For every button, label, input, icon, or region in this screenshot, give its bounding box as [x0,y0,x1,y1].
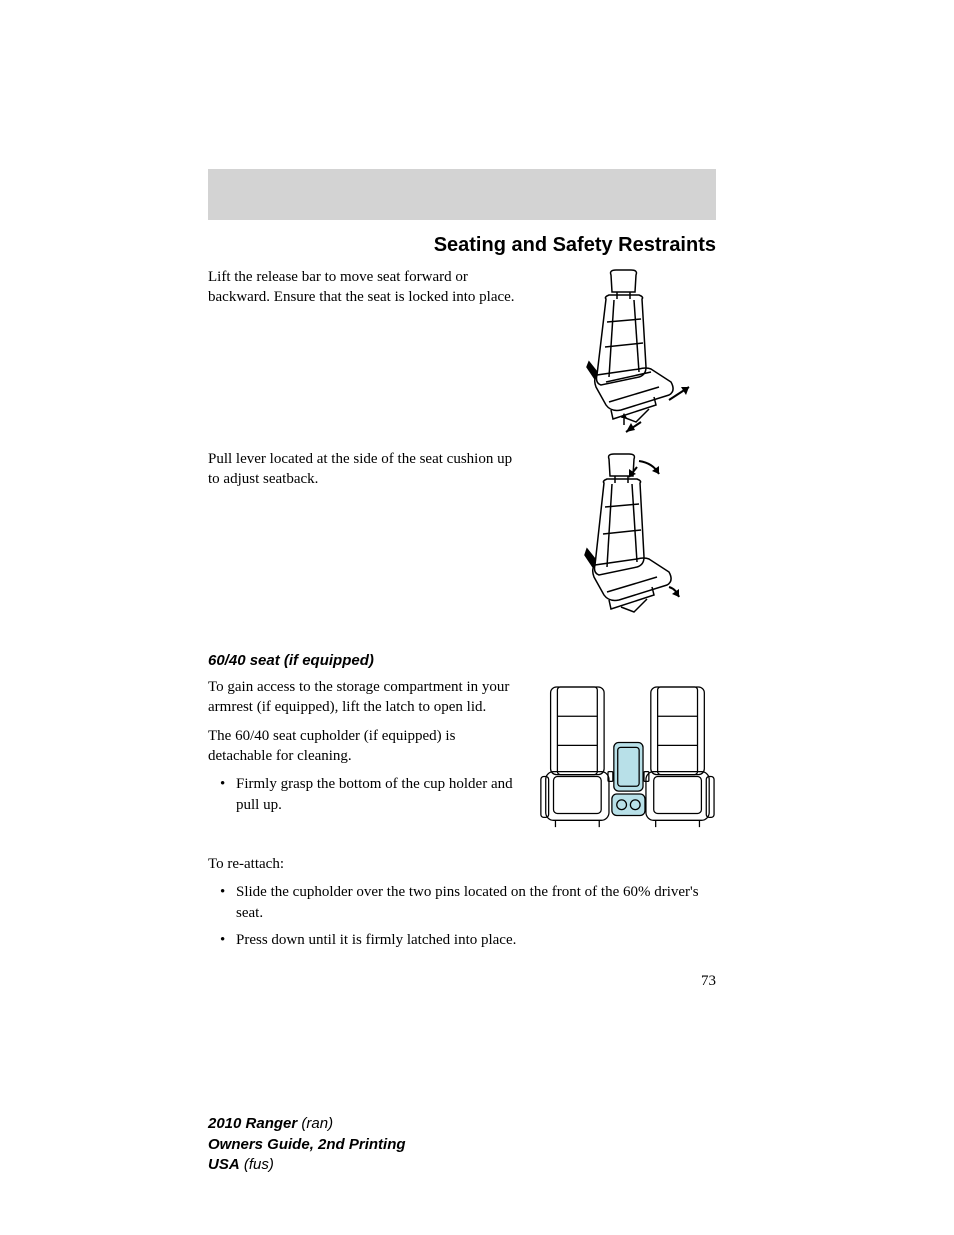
bullet-list-2: Slide the cupholder over the two pins lo… [208,882,716,951]
para-cupholder: The 60/40 seat cupholder (if equipped) i… [208,726,516,767]
bullet-slide: Slide the cupholder over the two pins lo… [208,882,716,924]
bullet-press: Press down until it is firmly latched in… [208,930,716,951]
6040-seat-cupholder-icon [536,677,716,842]
seat-forward-back-icon [551,267,701,437]
seat-recline-icon [551,449,701,634]
diagram-6040-seat [536,677,716,842]
instruction-text-1: Lift the release bar to move seat forwar… [208,267,516,437]
footer-guide: Owners Guide, 2nd Printing [208,1135,406,1155]
footer: 2010 Ranger (ran) Owners Guide, 2nd Prin… [208,1114,406,1175]
gray-header-band [208,169,716,220]
diagram-seat-recline [536,449,716,634]
footer-model: 2010 Ranger [208,1115,297,1132]
page-number: 73 [208,973,716,990]
section-title: Seating and Safety Restraints [208,220,716,267]
instruction-row-1: Lift the release bar to move seat forwar… [208,267,716,437]
diagram-seat-forward-back [536,267,716,437]
page-content: Seating and Safety Restraints Lift the r… [208,220,716,990]
footer-region: USA [208,1156,240,1173]
instruction-text-2: Pull lever located at the side of the se… [208,449,516,634]
para-storage: To gain access to the storage compartmen… [208,677,516,718]
footer-model-code: (ran) [301,1115,333,1132]
footer-region-code: (fus) [244,1156,274,1173]
instruction-text-3: To gain access to the storage compartmen… [208,677,516,842]
para-reattach: To re-attach: [208,854,716,874]
subheading-6040: 60/40 seat (if equipped) [208,652,716,669]
footer-line-3: USA (fus) [208,1155,406,1175]
bullet-list-1: Firmly grasp the bottom of the cup holde… [208,774,516,816]
footer-line-1: 2010 Ranger (ran) [208,1114,406,1134]
instruction-row-2: Pull lever located at the side of the se… [208,449,716,634]
bullet-grasp: Firmly grasp the bottom of the cup holde… [208,774,516,816]
instruction-row-3: To gain access to the storage compartmen… [208,677,716,842]
